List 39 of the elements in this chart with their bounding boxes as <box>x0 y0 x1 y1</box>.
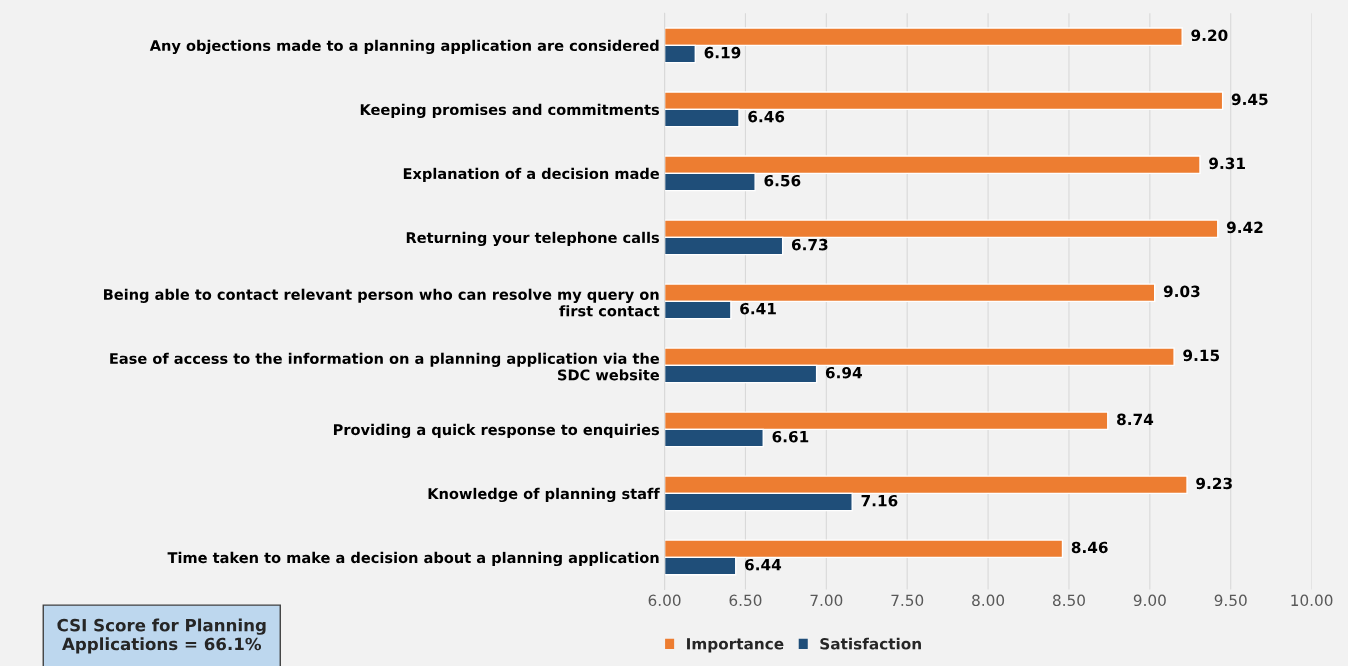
x-tick-label: 9.50 <box>1214 594 1247 607</box>
x-tick-label: 6.50 <box>729 594 762 607</box>
x-tick-label: 7.50 <box>891 594 924 607</box>
data-label: 9.15 <box>1183 349 1220 362</box>
data-label: 7.16 <box>861 494 898 507</box>
y-tick-label: Returning your telephone calls <box>406 231 660 247</box>
data-label: 6.46 <box>748 110 785 123</box>
data-label: 8.46 <box>1071 541 1108 554</box>
data-label: 9.45 <box>1231 93 1268 106</box>
data-label: 6.94 <box>825 366 862 379</box>
data-label: 9.20 <box>1191 29 1228 42</box>
data-label: 6.61 <box>772 430 809 443</box>
data-label: 6.44 <box>745 558 782 571</box>
data-label: 6.19 <box>704 46 741 59</box>
x-tick-label: 6.00 <box>648 594 681 607</box>
x-tick-label: 8.50 <box>1052 594 1085 607</box>
y-tick-label: Ease of access to the information on a planning application via the SDC website <box>110 352 659 381</box>
y-tick-label: Providing a quick response to enquiries <box>333 423 660 439</box>
legend-label: Satisfaction <box>820 637 921 650</box>
legend-label: Importance <box>687 638 784 653</box>
data-label: 8.74 <box>1117 413 1154 426</box>
y-tick-label: Knowledge of planning staff <box>428 487 660 503</box>
data-label: 6.73 <box>791 238 828 251</box>
data-label: 9.03 <box>1163 285 1200 298</box>
x-tick-label: 8.00 <box>972 594 1005 607</box>
x-tick-label: 9.00 <box>1133 594 1166 607</box>
data-label: 9.42 <box>1226 221 1263 234</box>
data-label: 9.23 <box>1196 477 1232 490</box>
data-label: 9.31 <box>1209 157 1245 170</box>
data-label: 6.41 <box>740 302 776 315</box>
y-tick-label: Being able to contact relevant person who can resolve my query on first contact <box>104 288 660 317</box>
data-label: 6.56 <box>764 174 801 187</box>
x-tick-label: 7.00 <box>810 594 843 607</box>
text: CSI Score for Planning Applications = 66.1% <box>57 618 266 654</box>
y-tick-label: Time taken to make a decision about a planning application <box>167 551 659 567</box>
y-tick-label: Explanation of a decision made <box>403 167 659 182</box>
y-tick-label: Any objections made to a planning application are considered <box>149 39 659 55</box>
y-tick-label: Keeping promises and commitments <box>360 103 660 119</box>
x-tick-label: 10.00 <box>1291 594 1333 607</box>
